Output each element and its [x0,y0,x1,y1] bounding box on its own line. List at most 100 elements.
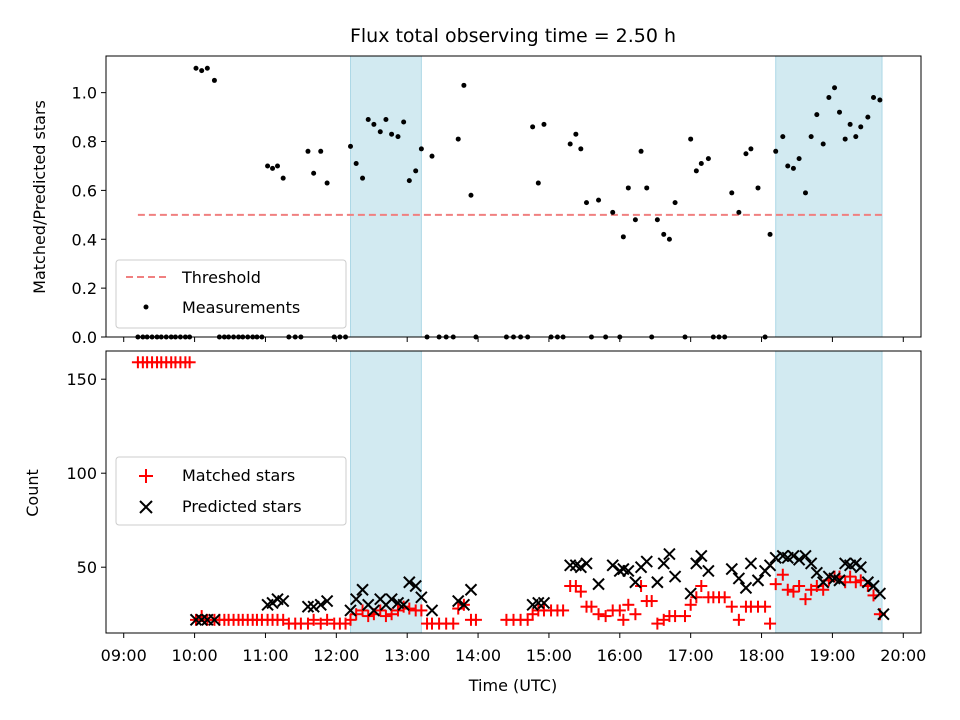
measurement-point [688,136,694,142]
predicted-star-marker [356,583,369,596]
measurement-point [395,134,401,140]
matched-star-marker [356,604,369,617]
predicted-star-marker [810,566,824,580]
matched-star-marker [397,600,410,613]
predicted-star-marker [403,576,416,589]
bottom-y-axis-ticks: 50 100 150 [66,370,106,577]
predicted-star-marker [189,613,203,627]
measurement-point [541,121,547,127]
measurement-point [832,85,838,91]
matched-star-marker [695,580,708,592]
measurement-point [767,231,773,237]
predicted-star-marker [668,570,682,583]
matched-star-marker [344,613,357,626]
matched-star-marker [645,595,658,608]
top-y-axis-ticks: 0.0 0.2 0.4 0.6 0.8 1.0 [72,84,106,347]
predicted-star-marker [307,600,320,613]
measurement-point [348,143,353,149]
predicted-star-marker [532,596,545,610]
measurement-point [280,175,286,181]
matched-star-marker [844,570,857,583]
measurement-point [377,129,383,135]
matched-star-marker [592,608,605,621]
matched-star-marker [557,604,570,617]
measurement-point [389,131,395,137]
predicted-star-marker [344,604,357,617]
matched-star-marker [679,610,692,623]
predicted-star-marker [452,594,465,608]
measurement-point [311,170,317,176]
measurement-point [773,148,779,154]
measurement-point [193,65,199,71]
measurement-point [826,95,832,101]
bottom-y-tick-label: 100 [66,464,97,483]
matched-star-marker [651,617,664,630]
matched-star-marker [314,617,327,630]
predicted-star-marker [349,592,363,606]
measurement-point [705,156,711,162]
predicted-star-marker [695,549,708,563]
threshold-legend-label: Threshold [181,268,261,287]
matched-star-marker [799,593,812,606]
matched-star-marker [725,600,738,613]
measurement-point [418,146,424,152]
predicted-star-marker [574,560,588,574]
predicted-star-marker [606,559,619,572]
measurement-point [573,131,579,137]
matched-star-marker [759,600,772,613]
matched-stars-points [131,356,886,630]
predicted-star-marker [690,557,703,570]
matched-star-marker [629,608,642,621]
measurement-point [755,185,761,191]
measurement-point [371,121,377,127]
measurement-point [638,148,644,154]
measurement-point [567,141,573,147]
matched-star-marker [362,610,375,623]
observing-band-1 [350,350,422,634]
predicted-star-marker [314,598,327,612]
predicted-star-marker [592,577,605,591]
x-tick-label: 15:00 [526,646,572,665]
measurement-point [353,161,359,167]
measurement-point [748,146,754,152]
matched-star-marker [321,613,334,626]
x-tick-label: 18:00 [738,646,784,665]
measurement-point [858,124,864,130]
predicted-star-marker [751,574,765,587]
x-tick-label: 20:00 [880,646,926,665]
predicted-star-marker [663,547,676,561]
top-legend-box [115,259,347,329]
measurement-point [729,190,735,196]
measurement-point [814,112,820,118]
predicted-star-marker [739,581,753,595]
matched-star-marker [403,602,416,615]
measurement-point [455,136,461,142]
measurement-point [204,65,210,71]
predicted-star-marker [385,592,398,606]
measurement-point [743,151,749,157]
x-tick-label: 09:00 [101,646,147,665]
matched-star-marker [617,613,630,626]
predicted-star-marker [195,613,208,627]
measurement-point [383,117,389,123]
measurement-point [693,168,699,174]
x-tick-label: 17:00 [668,646,714,665]
matched-star-marker [684,598,697,611]
measurement-point [365,117,371,123]
matched-star-marker [374,604,387,617]
x-tick-label: 16:00 [597,646,643,665]
predicted-star-marker [537,596,551,610]
predicted-star-marker [861,576,875,589]
x-axis-label: Time (UTC) [468,676,557,695]
predicted-star-marker [657,557,670,570]
measurement-point [211,77,217,83]
matched-star-marker [469,613,482,626]
measurements-legend-marker [143,304,149,310]
predicted-star-marker [457,598,471,612]
predicted-star-marker [580,557,593,570]
matched-star-marker [379,610,392,623]
matched-star-marker [415,604,428,617]
measurement-point [847,121,853,127]
measurement-point [265,163,271,169]
measurement-point [654,217,660,223]
